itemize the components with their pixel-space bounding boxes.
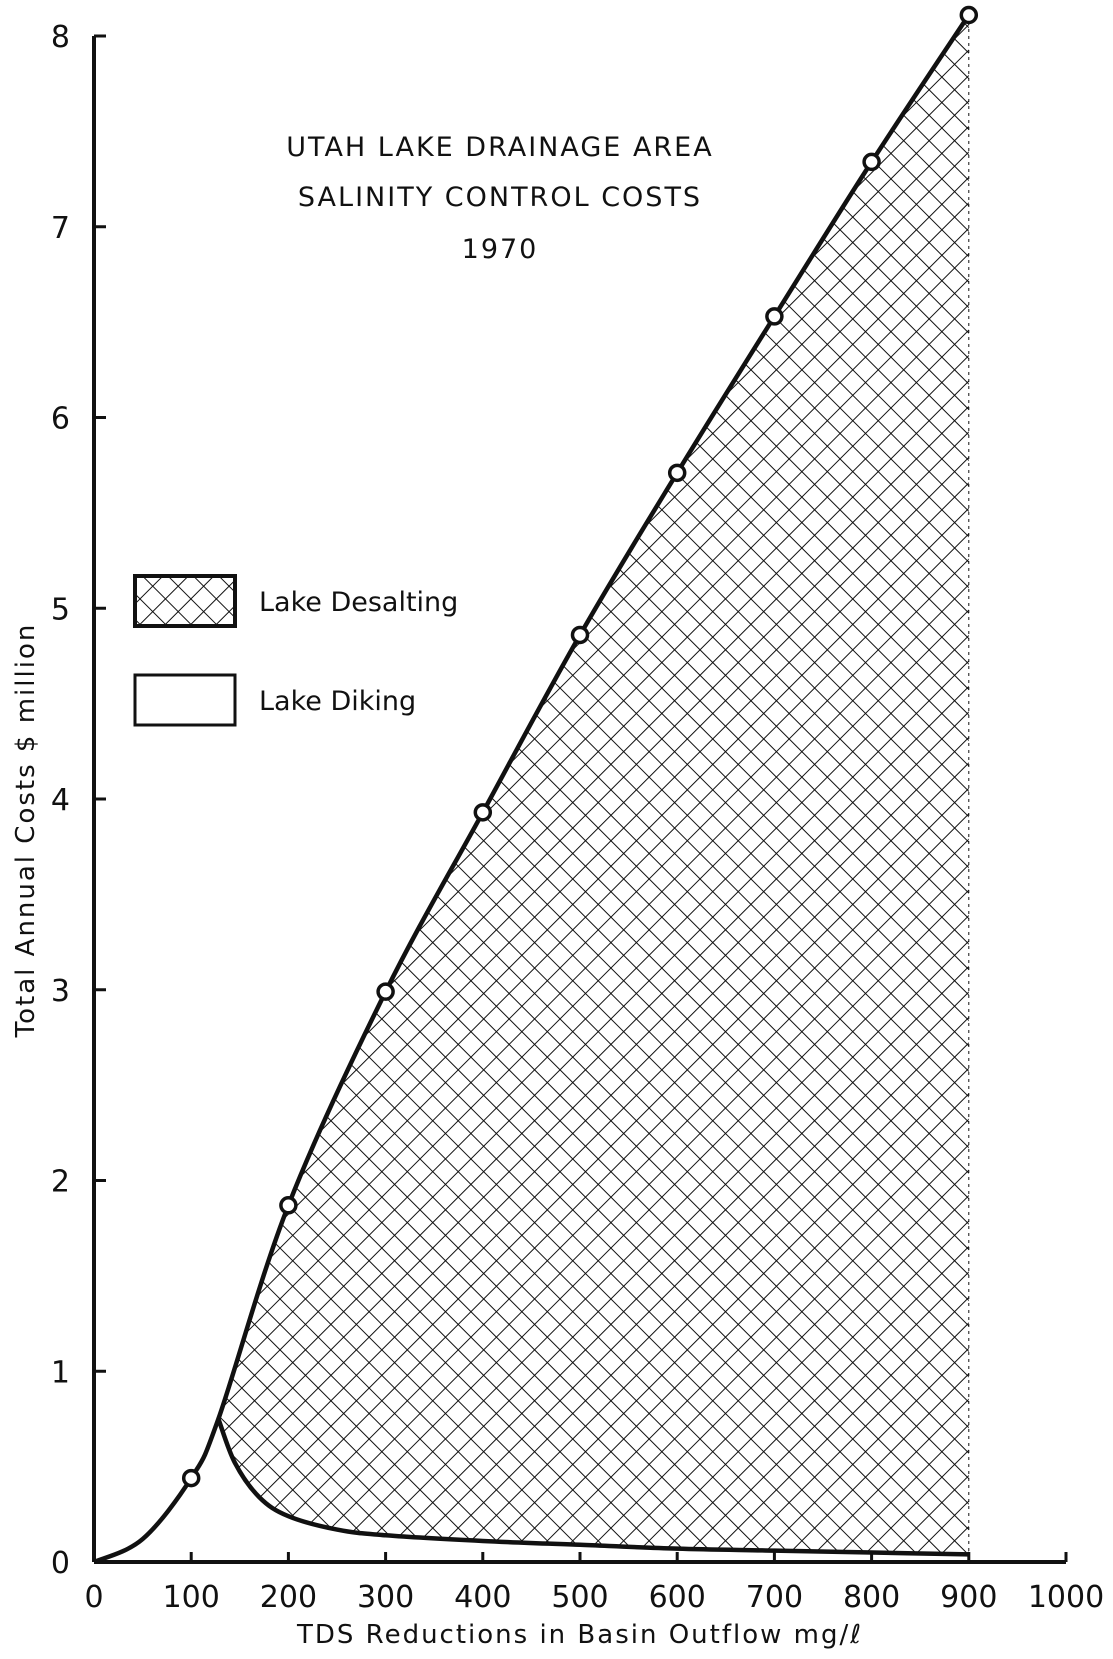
area-lake-desalting [218, 15, 969, 1555]
x-tick-label: 400 [454, 1580, 511, 1615]
legend-swatch-lake-desalting [133, 574, 237, 628]
x-tick-label: 200 [260, 1580, 317, 1615]
x-tick-label: 700 [746, 1580, 803, 1615]
y-ticks: 0 1 2 3 4 5 6 7 8 [51, 20, 106, 1581]
data-point-marker [279, 1196, 298, 1215]
y-tick-label: 3 [51, 974, 70, 1009]
y-axis-label: Total Annual Costs $ million [11, 623, 41, 1039]
y-tick-label: 5 [51, 592, 70, 627]
data-point-marker [862, 152, 881, 172]
markers [181, 5, 979, 1488]
legend-label-lake-diking: Lake Diking [259, 686, 416, 717]
x-tick-label: 900 [940, 1580, 997, 1615]
x-ticks: 0 100 200 300 400 500 600 700 800 900 1000 [84, 1552, 1104, 1615]
data-point-marker [667, 463, 687, 483]
chart-title: UTAH LAKE DRAINAGE AREA SALINITY CONTROL… [286, 132, 713, 265]
title-line-3: 1970 [462, 234, 539, 265]
data-point-marker [570, 625, 590, 645]
x-tick-label: 100 [163, 1580, 220, 1615]
legend-swatch-lake-diking [133, 673, 237, 727]
y-tick-label: 7 [51, 211, 70, 246]
x-tick-label: 600 [649, 1580, 706, 1615]
x-tick-label: 500 [551, 1580, 608, 1615]
data-point-marker [473, 803, 493, 822]
legend: Lake Desalting Lake Diking [133, 574, 458, 727]
data-point-marker [765, 307, 784, 326]
y-tick-label: 8 [51, 20, 70, 55]
x-tick-label: 800 [843, 1580, 900, 1615]
y-tick-label: 0 [51, 1546, 70, 1581]
title-line-1: UTAH LAKE DRAINAGE AREA [286, 132, 713, 163]
x-axis-label: TDS Reductions in Basin Outflow mg/ℓ [296, 1620, 863, 1650]
y-tick-label: 1 [51, 1355, 70, 1390]
x-tick-label: 0 [84, 1580, 103, 1615]
hatched-area-layer [218, 15, 969, 1555]
data-point-marker [376, 982, 395, 1001]
series-line-lake-diking [216, 1418, 969, 1557]
y-tick-label: 2 [51, 1165, 70, 1200]
y-tick-label: 4 [51, 783, 70, 818]
x-tick-label: 300 [357, 1580, 414, 1615]
x-tick-label: 1000 [1028, 1580, 1104, 1615]
y-tick-label: 6 [51, 402, 70, 437]
data-point-marker [959, 5, 979, 25]
data-point-marker [181, 1468, 201, 1488]
series-lines [93, 13, 971, 1565]
series-line-total [93, 13, 971, 1565]
title-line-2: SALINITY CONTROL COSTS [298, 182, 702, 213]
legend-label-lake-desalting: Lake Desalting [259, 587, 458, 618]
